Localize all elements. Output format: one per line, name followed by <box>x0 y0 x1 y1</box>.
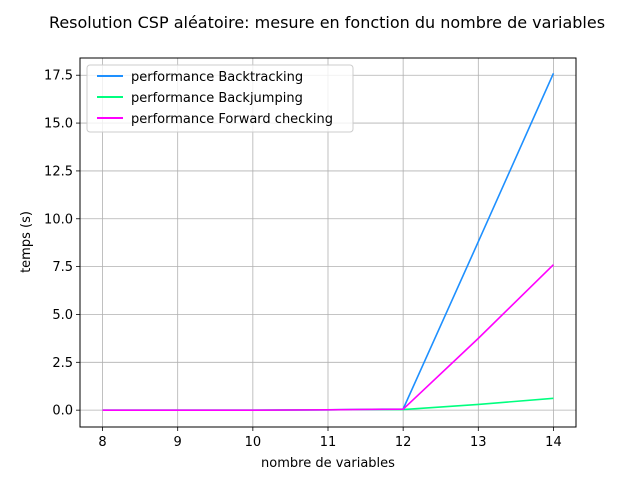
x-axis-label: nombre de variables <box>261 456 395 471</box>
series-lines <box>102 72 555 411</box>
x-tick-label: 8 <box>98 435 106 450</box>
axis-ticks: 8 9 10 11 12 13 14 0.0 2.5 5.0 7.5 10.0 12.5 15.0 17.5 <box>44 69 562 450</box>
legend-label-forward-checking: performance Forward checking <box>131 112 333 127</box>
y-tick-label: 7.5 <box>52 260 73 275</box>
chart-title: Resolution CSP aléatoire: mesure en fonc… <box>49 13 605 32</box>
y-tick-label: 10.0 <box>44 212 73 227</box>
x-tick-label: 11 <box>320 435 337 450</box>
x-tick-label: 14 <box>545 435 562 450</box>
x-tick-label: 12 <box>395 435 412 450</box>
legend-label-backjumping: performance Backjumping <box>131 91 303 106</box>
y-tick-label: 2.5 <box>52 356 73 371</box>
legend-box <box>86 64 354 133</box>
y-tick-label: 15.0 <box>44 117 73 132</box>
legend-label-backtracking: performance Backtracking <box>131 70 303 85</box>
y-tick-label: 12.5 <box>44 164 73 179</box>
y-tick-label: 0.0 <box>52 404 73 419</box>
x-tick-label: 10 <box>245 435 262 450</box>
y-tick-label: 17.5 <box>44 69 73 84</box>
x-tick-label: 13 <box>470 435 487 450</box>
chart-legend: performance Backtracking performance Bac… <box>86 64 354 133</box>
y-axis-label: temps (s) <box>19 211 34 273</box>
y-tick-label: 5.0 <box>52 308 73 323</box>
series-line-performance-forward-checking <box>102 264 555 411</box>
x-tick-label: 9 <box>174 435 182 450</box>
